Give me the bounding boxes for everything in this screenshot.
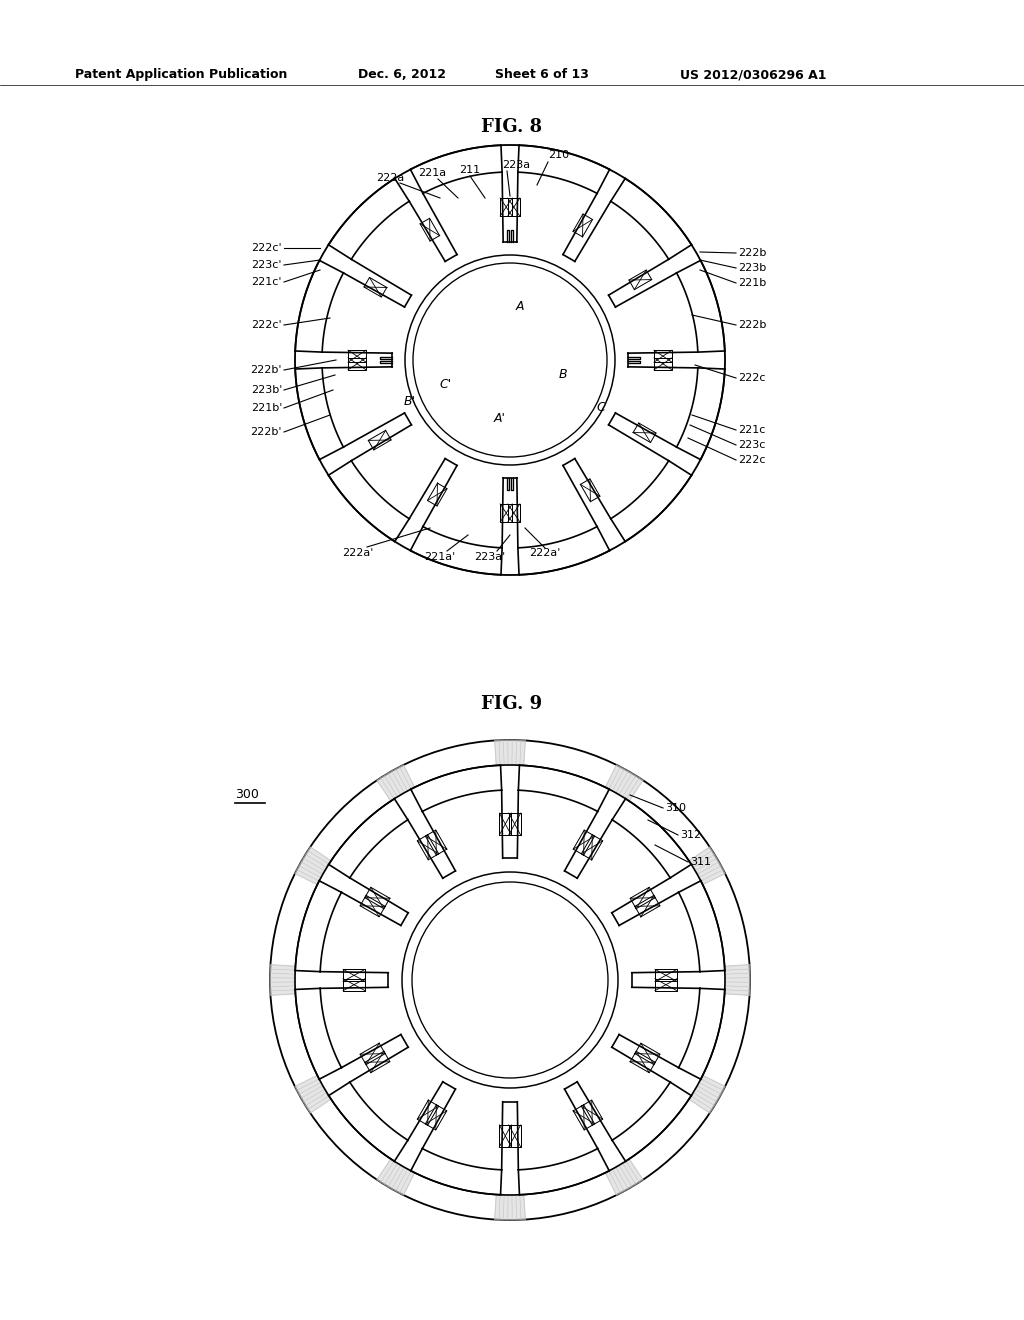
Text: 222b': 222b' — [251, 366, 282, 375]
Text: 222c': 222c' — [251, 243, 282, 253]
Text: 223a': 223a' — [474, 552, 506, 562]
Polygon shape — [270, 965, 296, 995]
Text: 223c: 223c — [738, 440, 765, 450]
Text: 221a': 221a' — [424, 552, 456, 562]
Polygon shape — [605, 764, 643, 801]
Text: Dec. 6, 2012: Dec. 6, 2012 — [358, 69, 446, 81]
Text: Patent Application Publication: Patent Application Publication — [75, 69, 288, 81]
Text: 221b': 221b' — [251, 403, 282, 413]
Polygon shape — [689, 1076, 725, 1113]
Text: 223b': 223b' — [251, 385, 282, 395]
Polygon shape — [377, 1159, 415, 1195]
Text: 221b: 221b — [738, 279, 766, 288]
Polygon shape — [295, 847, 331, 884]
Text: A': A' — [494, 412, 506, 425]
Text: 222a: 222a — [376, 173, 404, 183]
Text: Sheet 6 of 13: Sheet 6 of 13 — [495, 69, 589, 81]
Text: 211: 211 — [460, 165, 480, 176]
Text: B: B — [559, 368, 567, 381]
Text: 222b: 222b — [738, 248, 766, 257]
Text: 221a: 221a — [418, 168, 446, 178]
Text: FIG. 8: FIG. 8 — [481, 117, 543, 136]
Text: 221c: 221c — [738, 425, 765, 436]
Polygon shape — [495, 1195, 525, 1220]
Text: 222b': 222b' — [251, 426, 282, 437]
Text: 222a': 222a' — [342, 548, 374, 558]
Polygon shape — [689, 847, 725, 884]
Text: C: C — [596, 401, 605, 413]
Text: 222c': 222c' — [251, 319, 282, 330]
Text: 223a: 223a — [502, 160, 530, 170]
Text: 222c: 222c — [738, 455, 766, 465]
Text: 221c': 221c' — [252, 277, 282, 286]
Text: 300: 300 — [234, 788, 259, 801]
Polygon shape — [377, 764, 415, 801]
Polygon shape — [495, 741, 525, 766]
Text: 210: 210 — [548, 150, 569, 160]
Text: 222b: 222b — [738, 319, 766, 330]
Polygon shape — [295, 1076, 331, 1113]
Text: 310: 310 — [665, 803, 686, 813]
Polygon shape — [725, 965, 750, 995]
Text: 223b: 223b — [738, 263, 766, 273]
Text: C': C' — [439, 379, 452, 392]
Text: US 2012/0306296 A1: US 2012/0306296 A1 — [680, 69, 826, 81]
Text: FIG. 9: FIG. 9 — [481, 696, 543, 713]
Polygon shape — [605, 1159, 643, 1195]
Text: 223c': 223c' — [252, 260, 282, 271]
Text: B': B' — [403, 395, 415, 408]
Text: 222a': 222a' — [529, 548, 561, 558]
Text: A: A — [516, 301, 524, 313]
Text: 311: 311 — [690, 857, 711, 867]
Text: 222c: 222c — [738, 374, 766, 383]
Text: 312: 312 — [680, 830, 701, 840]
